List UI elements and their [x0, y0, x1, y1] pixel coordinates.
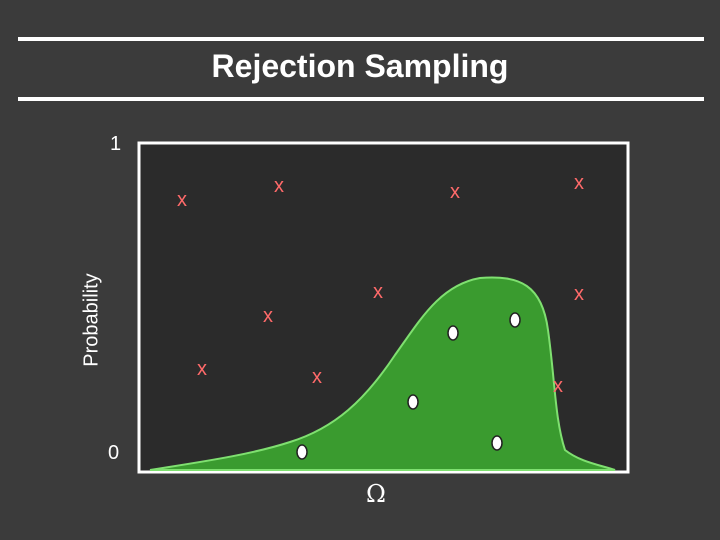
x-axis-label: Ω — [366, 480, 386, 508]
slide-title: Rejection Sampling — [211, 48, 509, 84]
title-bottom-rule — [18, 97, 704, 101]
y-tick-1: 1 — [110, 133, 122, 155]
rejected-sample: x — [263, 305, 273, 327]
rejected-sample: x — [574, 172, 584, 194]
accepted-sample — [509, 312, 521, 328]
accepted-sample — [491, 435, 503, 451]
accepted-sample — [447, 325, 459, 341]
title-top-rule — [18, 37, 704, 41]
accepted-sample — [296, 444, 308, 460]
rejected-sample: x — [312, 366, 322, 388]
rejected-sample: x — [373, 281, 383, 303]
rejected-sample: x — [197, 358, 207, 380]
rejected-samples: x x x x x x x x x x — [177, 172, 584, 397]
density-curve — [149, 276, 616, 471]
y-tick-0: 0 — [108, 442, 120, 464]
rejected-sample: x — [450, 181, 460, 203]
accepted-samples — [296, 312, 521, 460]
rejected-sample: x — [177, 189, 187, 211]
rejected-sample: x — [274, 175, 284, 197]
rejected-sample: x — [553, 375, 563, 397]
accepted-sample — [407, 394, 419, 410]
rejected-sample: x — [574, 283, 584, 305]
